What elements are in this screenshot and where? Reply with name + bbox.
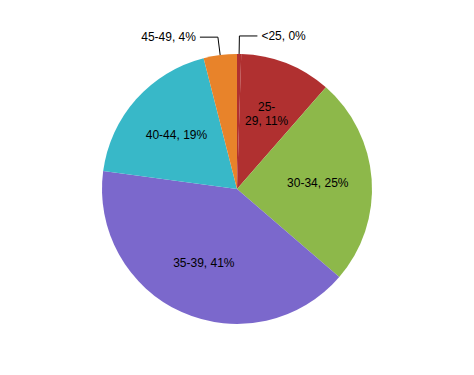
svg-text:25-29, 11%: 25-29, 11% (245, 100, 288, 128)
svg-text:30-34, 25%: 30-34, 25% (287, 176, 349, 190)
svg-text:<25, 0%: <25, 0% (261, 29, 306, 43)
svg-text:40-44, 19%: 40-44, 19% (146, 128, 208, 142)
svg-text:45-49, 4%: 45-49, 4% (141, 30, 196, 44)
svg-text:35-39, 41%: 35-39, 41% (173, 256, 235, 270)
